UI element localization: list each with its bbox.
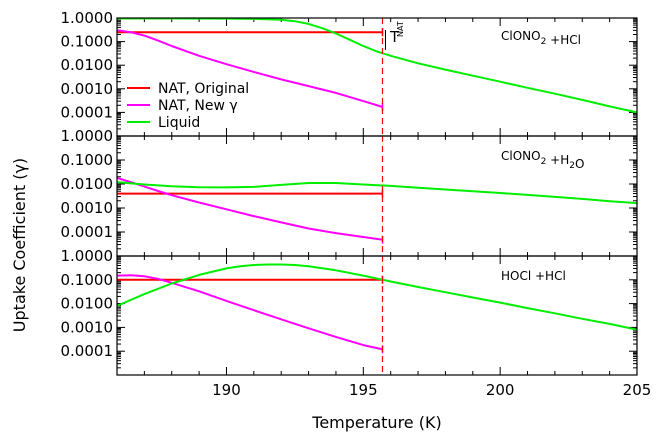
series-line-liquid — [117, 17, 638, 114]
y-tick-label: 0.1000 — [61, 151, 114, 169]
y-axis-title-suffix: ) — [10, 158, 29, 164]
legend-label-nat-original-text: NAT, Original — [158, 81, 249, 97]
legend-label-nat-new-text: NAT, New — [158, 98, 229, 114]
legend-label-liquid-text: Liquid — [158, 115, 200, 131]
x-tick-label: 190 — [212, 381, 241, 399]
y-tick-label: 0.0001 — [61, 223, 114, 241]
y-tick-label: 0.0010 — [61, 80, 114, 98]
x-tick-label: 200 — [486, 381, 515, 399]
series-line-liquid — [116, 181, 638, 205]
y-tick-label: 0.0001 — [61, 342, 114, 360]
y-tick-label: 0.1000 — [61, 271, 114, 289]
panel-3: 1.0000 0.1000 0.0100 0.0010 0.0001 HOCl +HCl — [61, 247, 638, 376]
series-line-nat-new — [116, 176, 383, 241]
y-tick-label: 0.0010 — [61, 318, 114, 336]
y-tick-label: 1.0000 — [61, 9, 114, 27]
y-tick-label: 0.0100 — [61, 295, 114, 313]
legend-label-liquid: Liquid — [158, 115, 200, 131]
panel-annotation: ClONO2 +HCl — [501, 29, 581, 47]
y-tick-label: 0.1000 — [61, 33, 114, 51]
y-tick-label: 0.0001 — [61, 103, 114, 121]
series-line-nat-new — [116, 274, 383, 351]
legend-label-nat-new-symbol: γ — [229, 98, 237, 114]
legend: NAT, Original NAT, New γ Liquid — [127, 81, 249, 131]
x-axis-title: Temperature (K) — [311, 413, 441, 432]
legend-label-nat-original: NAT, Original — [158, 81, 249, 97]
panel-annotation: ClONO2 +H2O — [501, 149, 584, 171]
y-tick-label: 0.0010 — [61, 199, 114, 217]
tnat-label: T — [389, 28, 400, 46]
y-tick-label: 1.0000 — [61, 127, 114, 145]
y-tick-label: 0.0100 — [61, 175, 114, 193]
x-tick-label: 205 — [623, 381, 652, 399]
y-tick-label: 0.0100 — [61, 56, 114, 74]
y-axis-title-symbol: γ — [10, 164, 29, 173]
y-tick-label: 1.0000 — [61, 247, 114, 265]
series-line-nat-new — [116, 29, 383, 108]
panel-annotation: HOCl +HCl — [501, 269, 566, 283]
legend-label-nat-new: NAT, New γ — [158, 98, 238, 114]
panel-2: 1.0000 0.1000 0.0100 0.0010 0.0001 ClONO2 +H2… — [61, 127, 638, 257]
tnat-label-subscript: NAT — [396, 21, 405, 37]
series-line-liquid — [116, 263, 638, 331]
y-axis-title-prefix: Uptake Coefficient ( — [10, 174, 29, 333]
panel-1: 1.0000 0.1000 0.0100 0.0010 0.0001 ClONO2 +HC… — [61, 9, 638, 137]
y-axis-title: Uptake Coefficient (γ) — [10, 158, 29, 332]
x-tick-label: 195 — [349, 381, 378, 399]
panel-frame — [116, 255, 638, 376]
panels: 1.0000 0.1000 0.0100 0.0010 0.0001 ClONO2 +HC… — [61, 9, 652, 399]
